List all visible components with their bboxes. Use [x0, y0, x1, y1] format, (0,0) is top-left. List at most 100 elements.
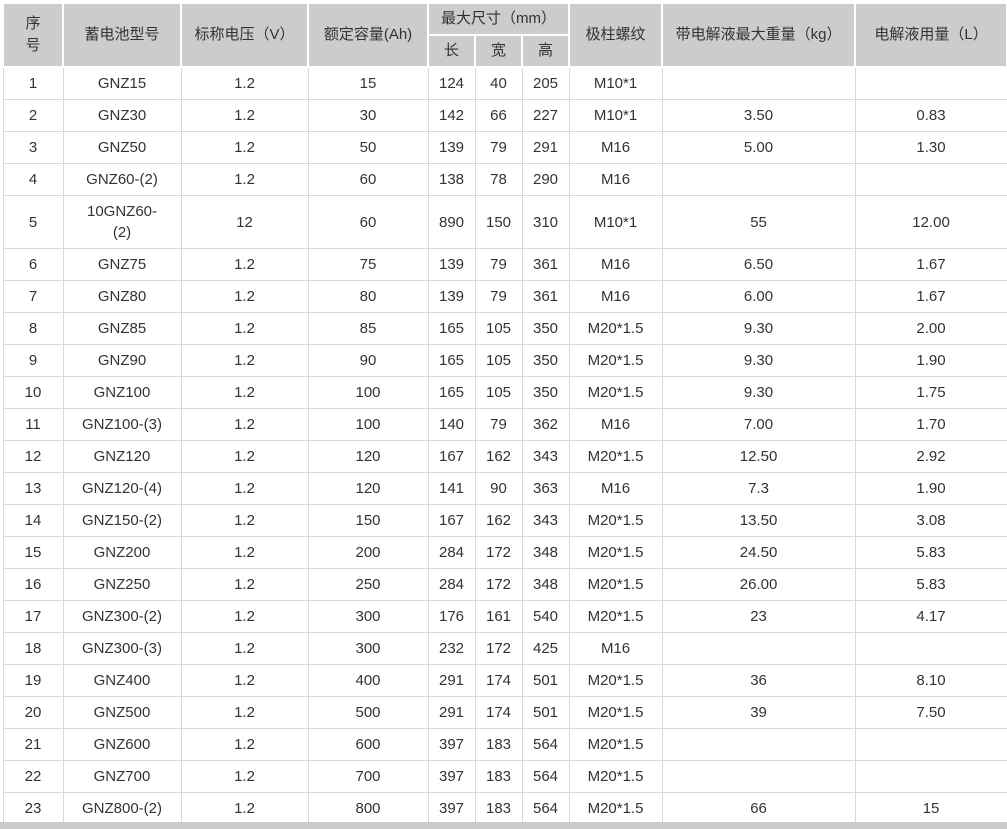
cell-thread: M16 [568, 632, 663, 665]
table-row: 2 GNZ30 1.2 30 142 66 227 M10*1 3.50 0.8… [2, 99, 1007, 132]
cell-width: 40 [474, 66, 523, 100]
cell-height: 501 [521, 664, 570, 697]
cell-thread: M16 [568, 408, 663, 441]
cell-model: GNZ300-(2) [62, 600, 182, 633]
col-header-thread: 极柱螺纹 [568, 2, 664, 68]
cell-seq: 10 [2, 376, 64, 409]
cell-width: 172 [474, 632, 523, 665]
cell-thread: M16 [568, 280, 663, 313]
cell-model: GNZ60-(2) [62, 163, 182, 196]
cell-electrolyte [854, 66, 1007, 100]
table-header: 序 号 蓄电池型号 标称电压（V） 额定容量(Ah) 最大尺寸（mm） 极柱螺纹… [2, 2, 1007, 68]
cell-seq: 16 [2, 568, 64, 601]
cell-capacity: 75 [307, 248, 429, 281]
cell-height: 564 [521, 792, 570, 825]
cell-thread: M16 [568, 248, 663, 281]
cell-voltage: 1.2 [180, 696, 309, 729]
cell-capacity: 120 [307, 472, 429, 505]
cell-width: 79 [474, 131, 523, 164]
cell-height: 348 [521, 568, 570, 601]
cell-seq: 4 [2, 163, 64, 196]
cell-model: GNZ15 [62, 66, 182, 100]
cell-width: 174 [474, 696, 523, 729]
col-header-height: 高 [520, 34, 571, 68]
cell-seq: 2 [2, 99, 64, 132]
cell-capacity: 60 [307, 163, 429, 196]
cell-electrolyte: 2.00 [854, 312, 1007, 345]
table-row: 22 GNZ700 1.2 700 397 183 564 M20*1.5 [2, 760, 1007, 793]
cell-voltage: 1.2 [180, 536, 309, 569]
cell-capacity: 15 [307, 66, 429, 100]
cell-weight: 3.50 [661, 99, 856, 132]
bottom-strip [0, 822, 1007, 829]
cell-voltage: 1.2 [180, 99, 309, 132]
cell-seq: 11 [2, 408, 64, 441]
cell-model: GNZ150-(2) [62, 504, 182, 537]
cell-length: 890 [427, 195, 476, 249]
table-row: 14 GNZ150-(2) 1.2 150 167 162 343 M20*1.… [2, 504, 1007, 537]
cell-width: 183 [474, 760, 523, 793]
cell-seq: 3 [2, 131, 64, 164]
table-row: 16 GNZ250 1.2 250 284 172 348 M20*1.5 26… [2, 568, 1007, 601]
cell-width: 162 [474, 504, 523, 537]
cell-voltage: 1.2 [180, 600, 309, 633]
cell-capacity: 700 [307, 760, 429, 793]
cell-width: 150 [474, 195, 523, 249]
cell-seq: 17 [2, 600, 64, 633]
cell-voltage: 1.2 [180, 728, 309, 761]
cell-length: 141 [427, 472, 476, 505]
cell-seq: 1 [2, 66, 64, 100]
cell-length: 138 [427, 163, 476, 196]
table-row: 3 GNZ50 1.2 50 139 79 291 M16 5.00 1.30 [2, 131, 1007, 164]
cell-thread: M20*1.5 [568, 376, 663, 409]
cell-capacity: 85 [307, 312, 429, 345]
cell-length: 142 [427, 99, 476, 132]
col-header-weight: 带电解液最大重量（kg） [661, 2, 857, 68]
cell-voltage: 1.2 [180, 66, 309, 100]
cell-weight: 36 [661, 664, 856, 697]
cell-voltage: 1.2 [180, 792, 309, 825]
cell-electrolyte: 5.83 [854, 568, 1007, 601]
cell-thread: M20*1.5 [568, 600, 663, 633]
cell-thread: M20*1.5 [568, 312, 663, 345]
cell-electrolyte: 1.30 [854, 131, 1007, 164]
cell-model: GNZ700 [62, 760, 182, 793]
cell-seq: 7 [2, 280, 64, 313]
cell-electrolyte: 15 [854, 792, 1007, 825]
cell-model: GNZ600 [62, 728, 182, 761]
cell-capacity: 250 [307, 568, 429, 601]
cell-capacity: 60 [307, 195, 429, 249]
cell-weight: 7.00 [661, 408, 856, 441]
cell-length: 397 [427, 792, 476, 825]
cell-model: GNZ30 [62, 99, 182, 132]
cell-height: 227 [521, 99, 570, 132]
cell-width: 105 [474, 312, 523, 345]
cell-electrolyte: 2.92 [854, 440, 1007, 473]
cell-weight: 9.30 [661, 344, 856, 377]
col-header-electrolyte: 电解液用量（L） [854, 2, 1007, 68]
cell-seq: 20 [2, 696, 64, 729]
cell-model: GNZ50 [62, 131, 182, 164]
cell-voltage: 1.2 [180, 248, 309, 281]
cell-seq: 14 [2, 504, 64, 537]
table-row: 19 GNZ400 1.2 400 291 174 501 M20*1.5 36… [2, 664, 1007, 697]
cell-voltage: 1.2 [180, 280, 309, 313]
cell-height: 540 [521, 600, 570, 633]
cell-thread: M20*1.5 [568, 792, 663, 825]
cell-length: 165 [427, 376, 476, 409]
cell-length: 167 [427, 504, 476, 537]
table-row: 7 GNZ80 1.2 80 139 79 361 M16 6.00 1.67 [2, 280, 1007, 313]
cell-voltage: 1.2 [180, 408, 309, 441]
cell-voltage: 1.2 [180, 344, 309, 377]
cell-capacity: 80 [307, 280, 429, 313]
col-header-model: 蓄电池型号 [62, 2, 182, 68]
col-header-length: 长 [427, 34, 476, 68]
col-header-width: 宽 [474, 34, 523, 68]
cell-width: 90 [474, 472, 523, 505]
table-row: 13 GNZ120-(4) 1.2 120 141 90 363 M16 7.3… [2, 472, 1007, 505]
cell-width: 105 [474, 376, 523, 409]
cell-height: 348 [521, 536, 570, 569]
cell-width: 79 [474, 248, 523, 281]
